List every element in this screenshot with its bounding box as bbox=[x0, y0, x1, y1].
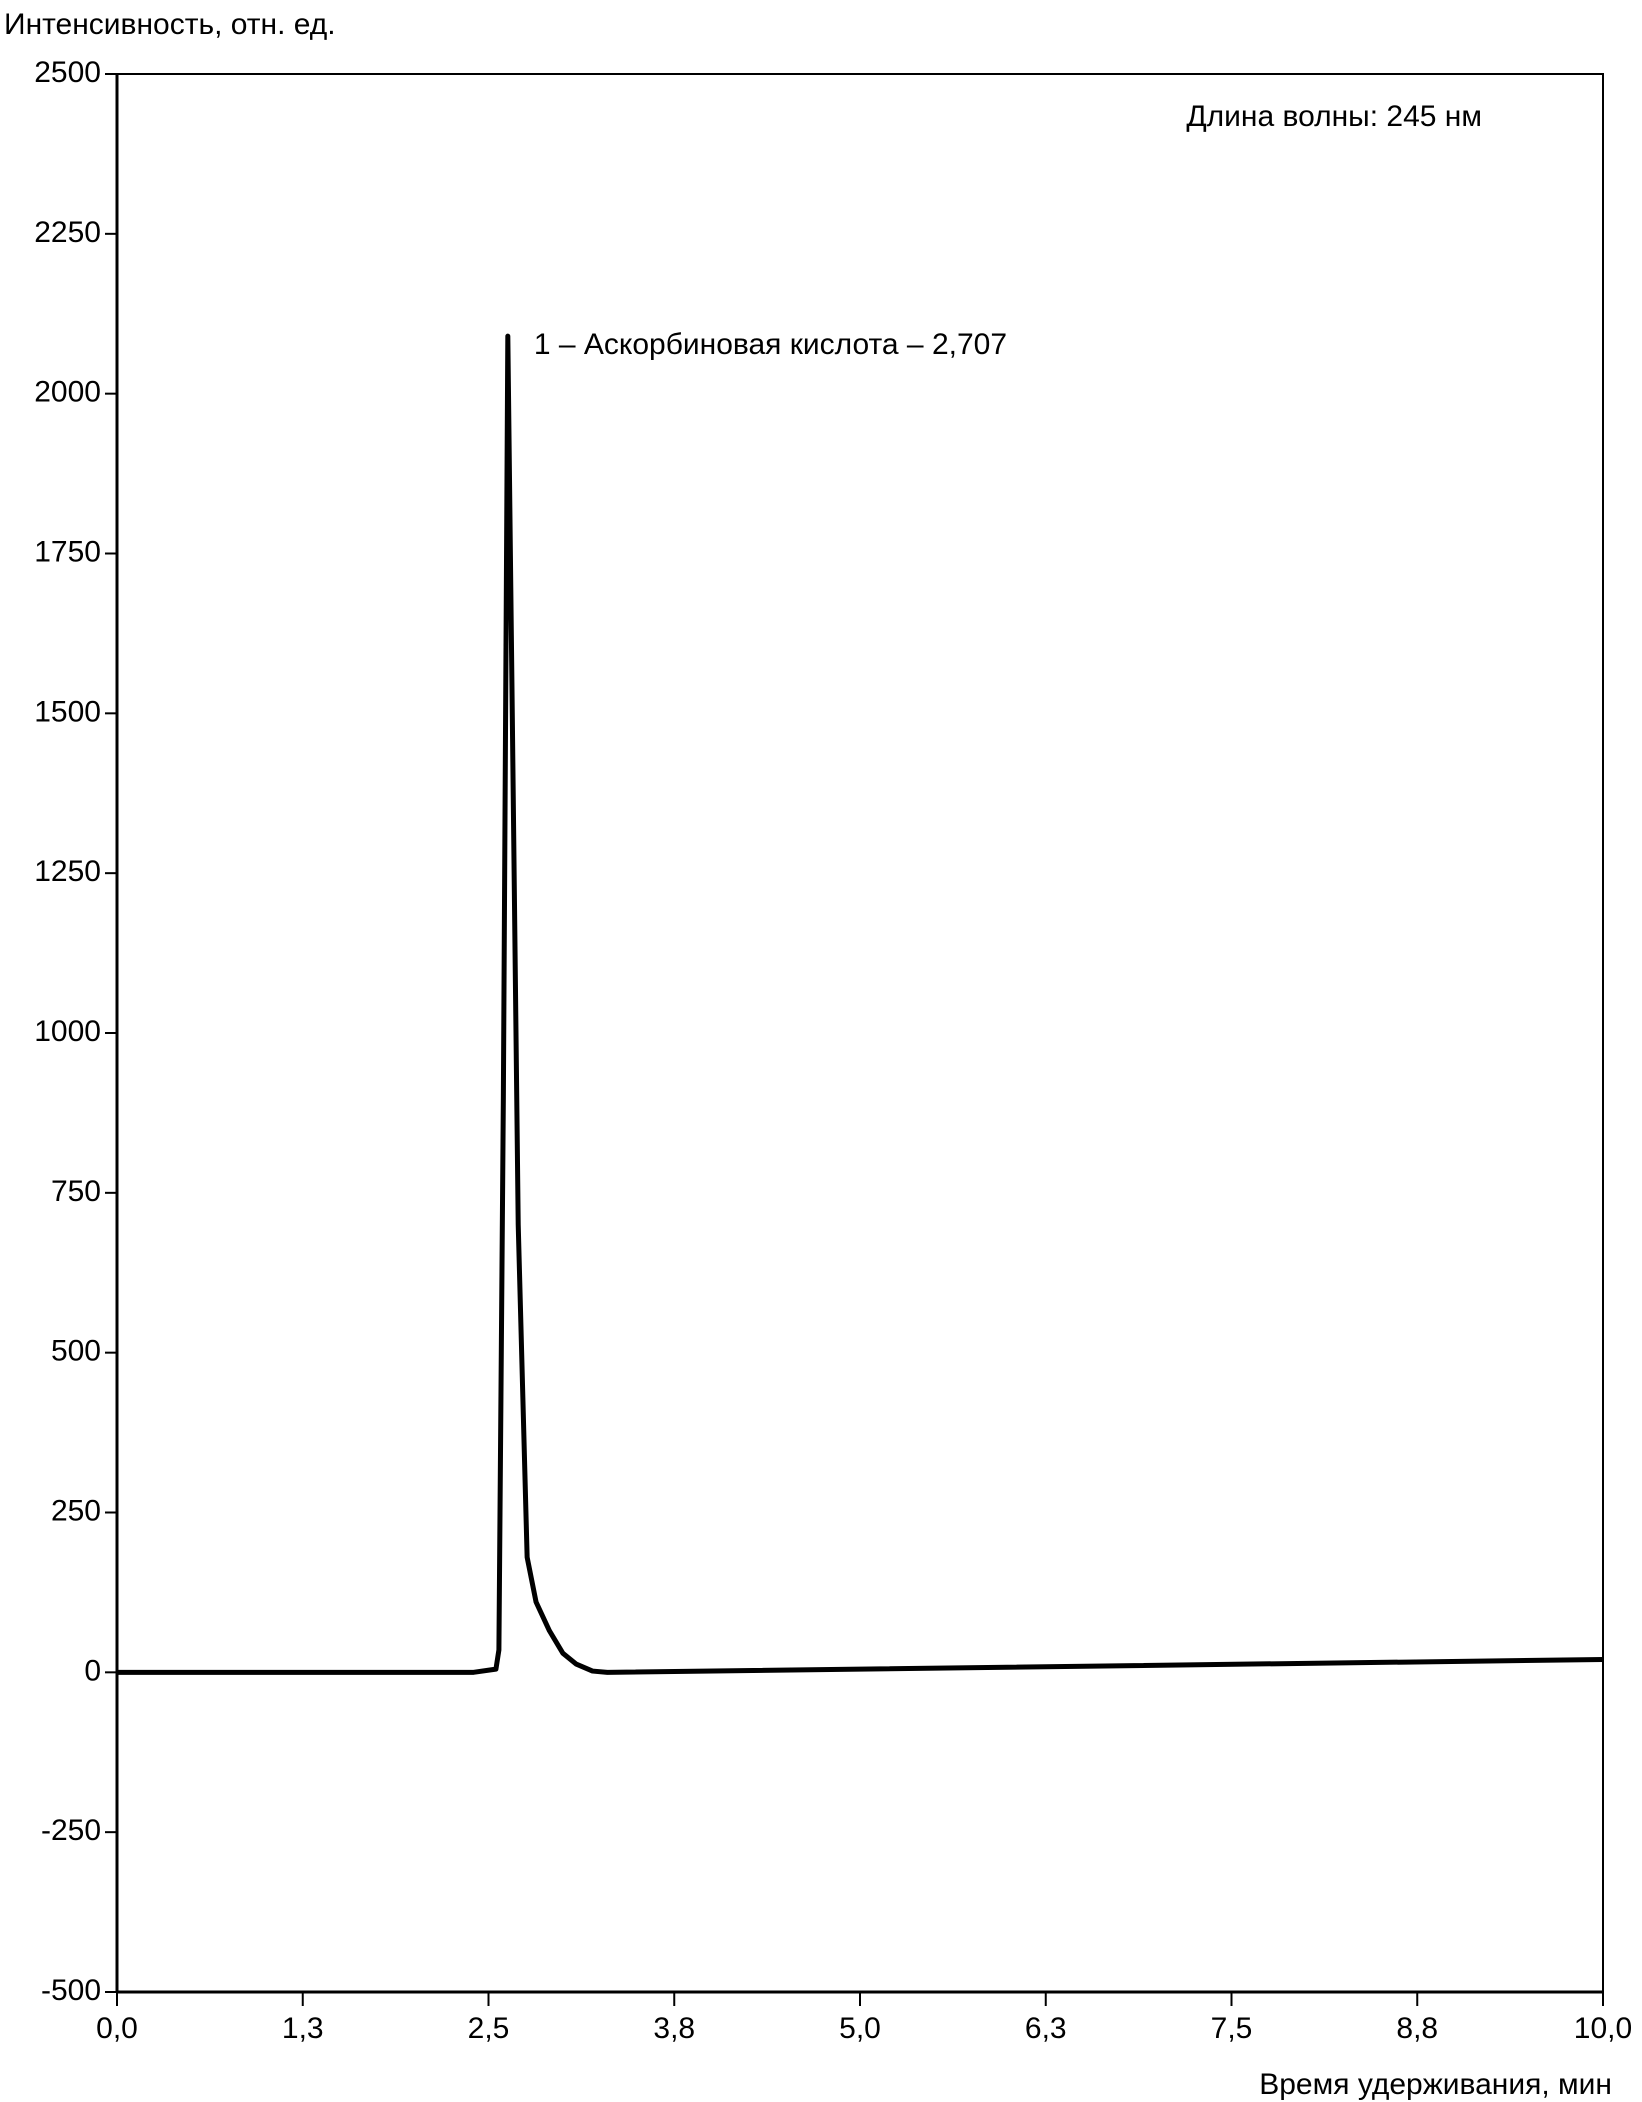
y-tick-label: -500 bbox=[41, 1974, 101, 2007]
x-axis-label: Время удерживания, мин bbox=[1259, 2068, 1612, 2101]
y-tick-label: -250 bbox=[41, 1814, 101, 1847]
annotation: Длина волны: 245 нм bbox=[1186, 100, 1482, 133]
x-tick-label: 2,5 bbox=[468, 2012, 510, 2045]
x-tick-label: 0,0 bbox=[96, 2012, 138, 2045]
x-tick-label: 8,8 bbox=[1396, 2012, 1438, 2045]
y-tick-label: 0 bbox=[84, 1654, 101, 1687]
y-tick-label: 1500 bbox=[34, 695, 101, 728]
x-tick-label: 6,3 bbox=[1025, 2012, 1067, 2045]
peak-annotation: 1 – Аскорбиновая кислота – 2,707 bbox=[534, 328, 1007, 361]
plot-frame bbox=[116, 73, 1604, 1993]
x-tick-label: 10,0 bbox=[1574, 2012, 1632, 2045]
y-tick-label: 1750 bbox=[34, 535, 101, 568]
y-tick-label: 500 bbox=[51, 1335, 101, 1368]
y-tick-label: 2500 bbox=[34, 56, 101, 89]
x-tick-label: 3,8 bbox=[653, 2012, 695, 2045]
y-tick-label: 1000 bbox=[34, 1015, 101, 1048]
data-line bbox=[117, 333, 1604, 1675]
y-tick-label: 750 bbox=[51, 1175, 101, 1208]
y-tick-label: 2250 bbox=[34, 216, 101, 249]
x-tick-label: 7,5 bbox=[1211, 2012, 1253, 2045]
x-tick-label: 5,0 bbox=[839, 2012, 881, 2045]
y-tick-label: 250 bbox=[51, 1494, 101, 1527]
y-axis-label: Интенсивность, отн. ед. bbox=[4, 8, 336, 41]
x-tick-label: 1,3 bbox=[282, 2012, 324, 2045]
y-tick-label: 1250 bbox=[34, 855, 101, 888]
y-tick-label: 2000 bbox=[34, 376, 101, 409]
